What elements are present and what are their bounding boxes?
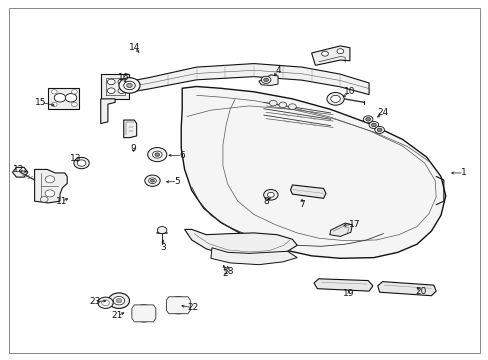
Circle shape [71, 90, 77, 94]
Text: 8: 8 [263, 197, 268, 206]
Circle shape [371, 123, 376, 127]
Text: 16: 16 [118, 73, 129, 82]
Circle shape [54, 94, 65, 102]
Polygon shape [184, 229, 297, 258]
Circle shape [116, 298, 122, 303]
Circle shape [45, 176, 55, 183]
Polygon shape [48, 88, 79, 109]
Polygon shape [313, 279, 372, 291]
Circle shape [119, 78, 140, 93]
Circle shape [65, 94, 77, 102]
Circle shape [98, 297, 113, 309]
Circle shape [267, 192, 274, 197]
Text: 4: 4 [275, 66, 280, 75]
Text: 23: 23 [89, 297, 101, 306]
Text: 9: 9 [130, 144, 136, 153]
Polygon shape [377, 282, 435, 296]
Text: 24: 24 [376, 108, 387, 117]
Text: 1: 1 [460, 168, 466, 177]
Circle shape [147, 148, 166, 162]
Circle shape [107, 79, 115, 85]
Text: 21: 21 [112, 311, 123, 320]
Text: 3: 3 [160, 243, 165, 252]
Circle shape [123, 81, 135, 90]
Circle shape [376, 128, 381, 132]
Circle shape [263, 189, 278, 200]
Text: 20: 20 [414, 287, 426, 296]
Text: 17: 17 [348, 220, 360, 229]
Circle shape [108, 293, 129, 309]
Circle shape [157, 226, 166, 234]
Text: 22: 22 [187, 303, 198, 312]
Polygon shape [166, 297, 190, 314]
Circle shape [288, 104, 296, 109]
Circle shape [326, 93, 344, 105]
Polygon shape [210, 248, 297, 265]
Polygon shape [132, 305, 156, 322]
Circle shape [144, 175, 160, 186]
Circle shape [51, 102, 57, 107]
Circle shape [269, 100, 277, 106]
Circle shape [148, 178, 156, 184]
Polygon shape [311, 46, 349, 66]
Polygon shape [35, 170, 67, 203]
Circle shape [263, 78, 268, 82]
Circle shape [102, 300, 109, 306]
Text: 15: 15 [35, 98, 46, 107]
Circle shape [141, 311, 146, 315]
Circle shape [175, 303, 181, 307]
Text: 5: 5 [174, 177, 180, 186]
Circle shape [166, 297, 189, 314]
Circle shape [150, 179, 154, 182]
Circle shape [336, 49, 343, 54]
Polygon shape [258, 75, 278, 85]
Circle shape [330, 95, 340, 102]
Text: 13: 13 [70, 154, 81, 163]
Polygon shape [110, 64, 368, 95]
Circle shape [45, 190, 55, 197]
Circle shape [170, 300, 185, 311]
Circle shape [118, 79, 125, 85]
Circle shape [136, 308, 151, 319]
Circle shape [126, 83, 132, 87]
Text: 19: 19 [343, 289, 354, 298]
Text: 7: 7 [299, 200, 304, 209]
Circle shape [321, 51, 328, 56]
Circle shape [152, 151, 162, 158]
Circle shape [368, 121, 378, 129]
Circle shape [118, 88, 125, 94]
Circle shape [132, 305, 155, 322]
Circle shape [41, 197, 48, 202]
Polygon shape [290, 185, 325, 198]
Circle shape [77, 160, 86, 166]
Circle shape [261, 76, 270, 83]
Polygon shape [101, 99, 115, 123]
Circle shape [74, 157, 89, 169]
Text: 14: 14 [128, 43, 140, 52]
Circle shape [374, 126, 384, 134]
Polygon shape [329, 223, 351, 237]
Polygon shape [181, 86, 445, 258]
Polygon shape [123, 120, 137, 138]
Circle shape [113, 296, 124, 305]
Circle shape [107, 88, 115, 94]
Text: 10: 10 [344, 87, 355, 96]
Circle shape [365, 118, 370, 121]
Polygon shape [13, 167, 28, 177]
Text: 18: 18 [223, 267, 234, 276]
Circle shape [71, 102, 77, 107]
Text: 11: 11 [56, 197, 67, 206]
Circle shape [363, 116, 372, 123]
Polygon shape [101, 74, 129, 99]
Text: 12: 12 [13, 165, 24, 174]
Circle shape [155, 153, 160, 156]
Circle shape [51, 90, 57, 94]
Circle shape [279, 102, 286, 108]
Text: 2: 2 [222, 269, 228, 278]
Text: 6: 6 [179, 151, 184, 160]
